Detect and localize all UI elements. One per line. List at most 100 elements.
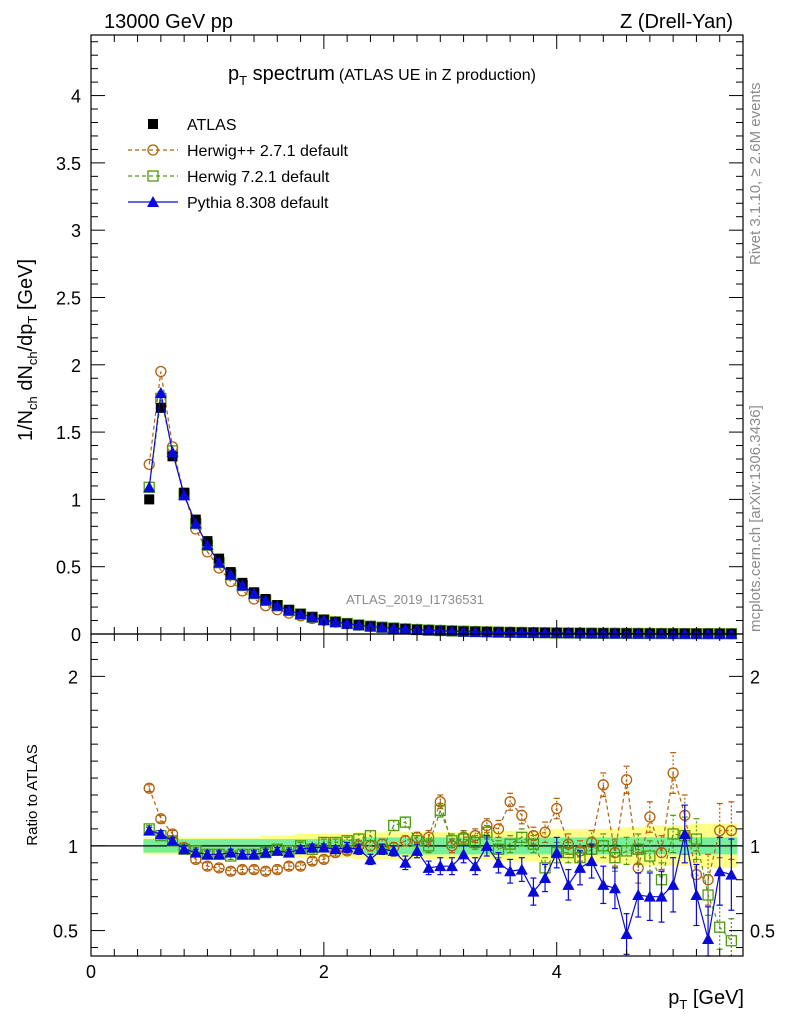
ratio-point-pythia-8-308-default [282, 846, 295, 858]
ratio-point-herwig-2-7-1-default [259, 865, 272, 877]
main-y-tick-label: 0.5 [56, 558, 81, 578]
main-y-tick-label: 4 [71, 87, 81, 107]
ratio-point-herwig-2-7-1-default [422, 831, 435, 844]
ratio-point-herwig-2-7-1-default [318, 853, 330, 866]
main-point-herwig-2-7-1-default [155, 365, 167, 378]
ratio-point-herwig-2-7-1-default [283, 860, 295, 872]
main-point-pythia-8-308-default [585, 627, 598, 639]
main-point-pythia-8-308-default [562, 627, 575, 639]
ratio-point-herwig-7-2-1-default [690, 833, 703, 845]
main-point-pythia-8-308-default [632, 627, 645, 639]
legend-label-pythia-8-308-default: Pythia 8.308 default [187, 195, 329, 212]
main-point-pythia-8-308-default [294, 608, 307, 620]
legend-marker-herwig-2-7-1-default [147, 144, 159, 156]
plot-title: pT spectrum (ATLAS UE in Z production) [228, 63, 536, 88]
main-point-pythia-8-308-default [399, 623, 412, 635]
ratio-point-pythia-8-308-default [678, 827, 691, 839]
ratio-point-pythia-8-308-default [364, 853, 377, 865]
ratio-point-herwig-2-7-1-default [201, 860, 214, 872]
ratio-point-pythia-8-308-default [422, 861, 435, 873]
ratio-point-herwig-2-7-1-default [597, 779, 609, 791]
main-point-pythia-8-308-default [608, 627, 621, 639]
legend-marker-pythia-8-308-default [147, 196, 159, 207]
ratio-point-pythia-8-308-default [213, 848, 226, 860]
main-point-pythia-8-308-default [352, 619, 365, 631]
analysis-watermark: ATLAS_2019_I1736531 [346, 592, 484, 607]
x-tick-label: 2 [319, 962, 329, 982]
ratio-point-pythia-8-308-default [457, 848, 470, 860]
ratio-point-pythia-8-308-default [492, 856, 505, 868]
legend-label-atlas: ATLAS [187, 117, 237, 134]
ratio-point-herwig-2-7-1-default [236, 863, 249, 876]
main-point-pythia-8-308-default [201, 539, 214, 551]
ratio-point-pythia-8-308-default [387, 844, 400, 856]
ratio-point-herwig-2-7-1-default [504, 796, 516, 808]
ratio-point-herwig-2-7-1-default [399, 835, 412, 847]
ratio-point-pythia-8-308-default [445, 860, 458, 872]
ratio-point-pythia-8-308-default [515, 863, 528, 875]
plot-title-small: (ATLAS UE in Z production) [339, 67, 536, 84]
ratio-y-tick-label-right: 1 [750, 837, 760, 857]
main-point-pythia-8-308-default [317, 614, 330, 626]
ratio-point-pythia-8-308-default [166, 834, 179, 846]
main-point-pythia-8-308-default [248, 587, 260, 599]
header-energy-label: 13000 GeV pp [104, 11, 233, 33]
main-y-tick-label: 1 [71, 490, 81, 510]
main-point-pythia-8-308-default [178, 489, 191, 501]
ratio-point-herwig-7-2-1-default [632, 843, 644, 855]
main-point-herwig-2-7-1-default [143, 458, 155, 471]
main-point-atlas [144, 494, 155, 505]
main-point-pythia-8-308-default [282, 604, 295, 616]
main-point-pythia-8-308-default [259, 594, 272, 606]
ratio-point-pythia-8-308-default [469, 860, 482, 872]
ratio-point-herwig-2-7-1-default [248, 863, 260, 876]
ratio-point-pythia-8-308-default [399, 856, 412, 868]
ratio-point-pythia-8-308-default [271, 844, 284, 856]
ratio-point-pythia-8-308-default [480, 839, 493, 851]
ratio-point-pythia-8-308-default [632, 888, 645, 900]
ratio-point-pythia-8-308-default [550, 846, 563, 858]
ratio-point-herwig-2-7-1-default [655, 846, 668, 859]
main-point-pythia-8-308-default [492, 626, 505, 638]
main-point-pythia-8-308-default [376, 621, 389, 633]
ratio-point-pythia-8-308-default [608, 882, 621, 894]
ratio-line-herwig-2-7-1-default [148, 772, 732, 881]
ratio-point-pythia-8-308-default [224, 846, 237, 858]
ratio-point-herwig-7-2-1-default [702, 889, 714, 901]
ratio-point-pythia-8-308-default [702, 933, 715, 945]
ratio-y-tick-label-right: 2 [750, 667, 760, 687]
ratio-point-herwig-7-2-1-default [609, 852, 621, 864]
ratio-point-pythia-8-308-default [725, 868, 738, 880]
x-tick-label: 0 [86, 962, 96, 982]
main-y-tick-label: 3.5 [56, 154, 81, 174]
main-point-atlas [155, 402, 166, 413]
main-point-pythia-8-308-default [236, 579, 249, 591]
ratio-point-pythia-8-308-default [143, 824, 156, 836]
ratio-point-herwig-7-2-1-default [434, 804, 446, 816]
ratio-point-pythia-8-308-default [154, 827, 167, 839]
ratio-point-pythia-8-308-default [306, 841, 319, 853]
mcplots-label: mcplots.cern.ch [arXiv:1306.3436] [747, 405, 764, 632]
ratio-point-herwig-7-2-1-default [620, 845, 633, 857]
ratio-point-herwig-2-7-1-default [516, 809, 528, 821]
ratio-point-pythia-8-308-default [585, 855, 598, 867]
ratio-point-herwig-2-7-1-default [667, 767, 679, 779]
x-tick-label: 4 [552, 962, 562, 982]
ratio-point-pythia-8-308-default [236, 848, 249, 860]
ratio-point-pythia-8-308-default [527, 885, 540, 897]
ratio-point-pythia-8-308-default [620, 927, 633, 939]
ratio-point-herwig-7-2-1-default [446, 835, 458, 847]
ratio-point-herwig-7-2-1-default [644, 850, 656, 862]
ratio-point-herwig-2-7-1-default [714, 824, 726, 837]
ratio-point-pythia-8-308-default [189, 846, 202, 858]
main-y-tick-label: 1.5 [56, 423, 81, 443]
ratio-point-pythia-8-308-default [376, 843, 389, 855]
ratio-series-group [143, 752, 738, 957]
ratio-point-herwig-7-2-1-default [725, 935, 738, 947]
main-point-pythia-8-308-default [154, 387, 167, 399]
ratio-point-herwig-7-2-1-default [457, 833, 470, 845]
main-point-pythia-8-308-default [306, 611, 319, 623]
ratio-point-pythia-8-308-default [259, 846, 272, 858]
ratio-point-pythia-8-308-default [294, 843, 307, 855]
